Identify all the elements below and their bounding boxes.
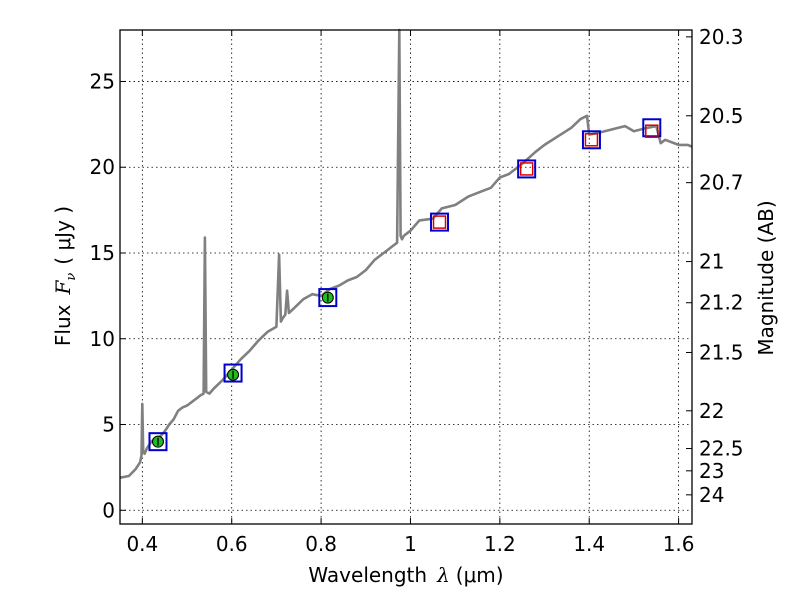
y-tick-label: 15 [90, 241, 115, 265]
y-axis-title: FluxFν( μJy ) [51, 206, 79, 346]
model-flux-marker [148, 432, 168, 452]
x-tick-label: 1 [404, 532, 417, 556]
y2-tick-label: 21 [699, 250, 724, 274]
x-tick-label: 1.2 [484, 532, 516, 556]
grid [120, 30, 692, 524]
x-tick-label: 1.6 [663, 532, 695, 556]
y2-tick-label: 21.2 [699, 291, 744, 315]
observed-flux-marker [584, 133, 599, 147]
model-flux-marker [642, 118, 662, 138]
photometry-points [148, 118, 662, 452]
model-flux-marker [430, 212, 450, 232]
y2-tick-label: 22.5 [699, 437, 744, 461]
x-tick-label: 1.4 [573, 532, 605, 556]
y2-tick-label: 24 [699, 483, 724, 507]
y-tick-label: 0 [102, 498, 115, 522]
observed-flux-marker [645, 124, 659, 138]
model-flux-marker [223, 363, 243, 383]
y-tick-label: 25 [90, 69, 115, 93]
model-flux-marker [581, 130, 601, 150]
y2-tick-label: 21.5 [699, 340, 744, 364]
model-flux-marker [318, 288, 338, 308]
observed-flux-marker [519, 162, 534, 176]
y2-tick-label: 20.7 [699, 171, 744, 195]
y2-tick-label: 20.3 [699, 25, 744, 49]
y-tick-label: 20 [90, 155, 115, 179]
y-tick-label: 5 [102, 413, 115, 437]
y2-axis-title: Magnitude (AB) [754, 200, 778, 355]
y-tick-label: 10 [90, 327, 115, 351]
observed-flux-marker [432, 215, 447, 229]
y2-tick-label: 20.5 [699, 104, 744, 128]
x-axis: 0.4 0.6 0.8 1 1.2 1.4 1.6 [126, 30, 695, 556]
x-axis-title: Wavelength λ (μm) [308, 563, 503, 587]
y2-tick-label: 22 [699, 399, 724, 423]
y-axis: 0 5 10 15 20 25 [90, 69, 126, 522]
y2-tick-label: 23 [699, 459, 724, 483]
x-tick-label: 0.4 [126, 532, 158, 556]
spectrum-series [119, 28, 693, 479]
plot-frame [119, 29, 693, 525]
x-tick-label: 0.6 [216, 532, 248, 556]
x-tick-label: 0.8 [305, 532, 337, 556]
spectrum-line [119, 28, 693, 479]
model-flux-marker [517, 159, 537, 179]
